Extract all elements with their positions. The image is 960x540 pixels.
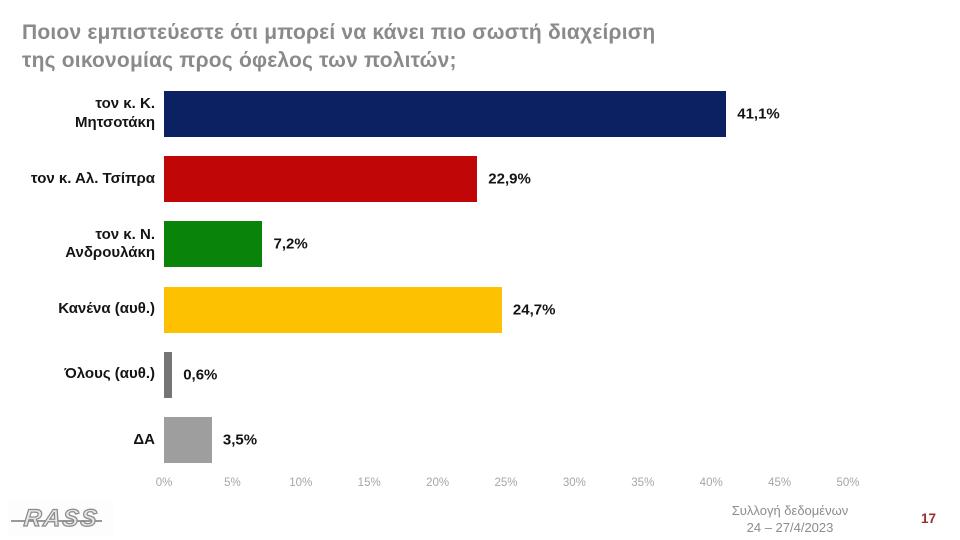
- bar-category-label: ΔΑ: [133, 430, 155, 448]
- bar-row: Όλους (αυθ.) 0,6%: [0, 351, 960, 398]
- x-axis-tick-label: 45%: [768, 477, 792, 489]
- bar-value-label: 3,5%: [222, 431, 258, 449]
- page-number: 17: [920, 511, 936, 526]
- bar-track: 24,7%: [164, 286, 848, 333]
- bar: [164, 416, 212, 463]
- data-collection-label: Συλλογή δεδομένων: [731, 503, 849, 518]
- bar-row: τον κ. Ν. Ανδρουλάκη 7,2%: [0, 221, 960, 268]
- bar-track: 0,6%: [164, 351, 848, 398]
- horizontal-bar-chart: τον κ. Κ. Μητσοτάκη 41,1% τον κ. Αλ. Τσίπρα…: [0, 91, 960, 463]
- bar-category-label: Κανένα (αυθ.): [58, 300, 155, 318]
- bar-row: τον κ. Αλ. Τσίπρα 22,9%: [0, 156, 960, 203]
- x-axis-tick-label: 5%: [224, 477, 241, 489]
- x-axis-tick-label: 35%: [631, 477, 655, 489]
- bar-value-label: 24,7%: [512, 301, 556, 319]
- chart-title: Ποιον εμπιστεύεστε ότι μπορεί να κάνει π…: [22, 19, 655, 75]
- x-axis-tick-label: 15%: [357, 477, 381, 489]
- x-axis-tick-label: 30%: [562, 477, 586, 489]
- x-axis-tick-label: 10%: [289, 477, 313, 489]
- chart-title-line-2: της οικονομίας προς όφελος των πολιτών;: [22, 48, 457, 72]
- x-axis-tick-label: 50%: [836, 477, 860, 489]
- bar: [164, 91, 727, 137]
- bar-category-label: τον κ. Ν. Ανδρουλάκη: [65, 225, 155, 262]
- bar-track: 41,1%: [164, 91, 848, 137]
- x-axis-tick-label: 40%: [699, 477, 723, 489]
- bar-row: τον κ. Κ. Μητσοτάκη 41,1%: [0, 91, 960, 137]
- x-axis-tick-label: 20%: [426, 477, 450, 489]
- bar-track: 7,2%: [164, 221, 848, 268]
- chart-title-line-1: Ποιον εμπιστεύεστε ότι μπορεί να κάνει π…: [22, 21, 656, 44]
- bar-category-label: τον κ. Κ. Μητσοτάκη: [75, 95, 155, 131]
- bar-category-label: Όλους (αυθ.): [64, 365, 155, 383]
- bar-value-label: 22,9%: [488, 170, 531, 188]
- bar-value-label: 0,6%: [183, 366, 218, 384]
- x-axis-tick-label: 25%: [494, 477, 518, 489]
- bar-track: 3,5%: [164, 416, 848, 463]
- bar-track: 22,9%: [164, 156, 848, 203]
- x-axis: 0% 5% 10% 15% 20% 25% 30% 35% 40% 45% 50%: [156, 477, 860, 493]
- bar: [164, 351, 173, 398]
- bar-category-label: τον κ. Αλ. Τσίπρα: [30, 169, 155, 187]
- x-axis-tick-label: 0%: [155, 477, 173, 489]
- bar: [164, 286, 502, 333]
- bar: [164, 156, 478, 203]
- data-collection-note: Συλλογή δεδομένων 24 – 27/4/2023: [700, 503, 880, 537]
- data-collection-dates: 24 – 27/4/2023: [746, 519, 834, 535]
- bar-value-label: 7,2%: [273, 235, 308, 253]
- rass-logo-text: RASS: [22, 504, 101, 532]
- bar-row: Κανένα (αυθ.) 24,7%: [0, 286, 960, 333]
- bar-row: ΔΑ 3,5%: [0, 416, 960, 463]
- rass-logo-underline-rule: [11, 520, 102, 522]
- bar: [164, 221, 263, 268]
- bar-value-label: 41,1%: [737, 105, 780, 123]
- rass-logo: RASS: [8, 501, 114, 537]
